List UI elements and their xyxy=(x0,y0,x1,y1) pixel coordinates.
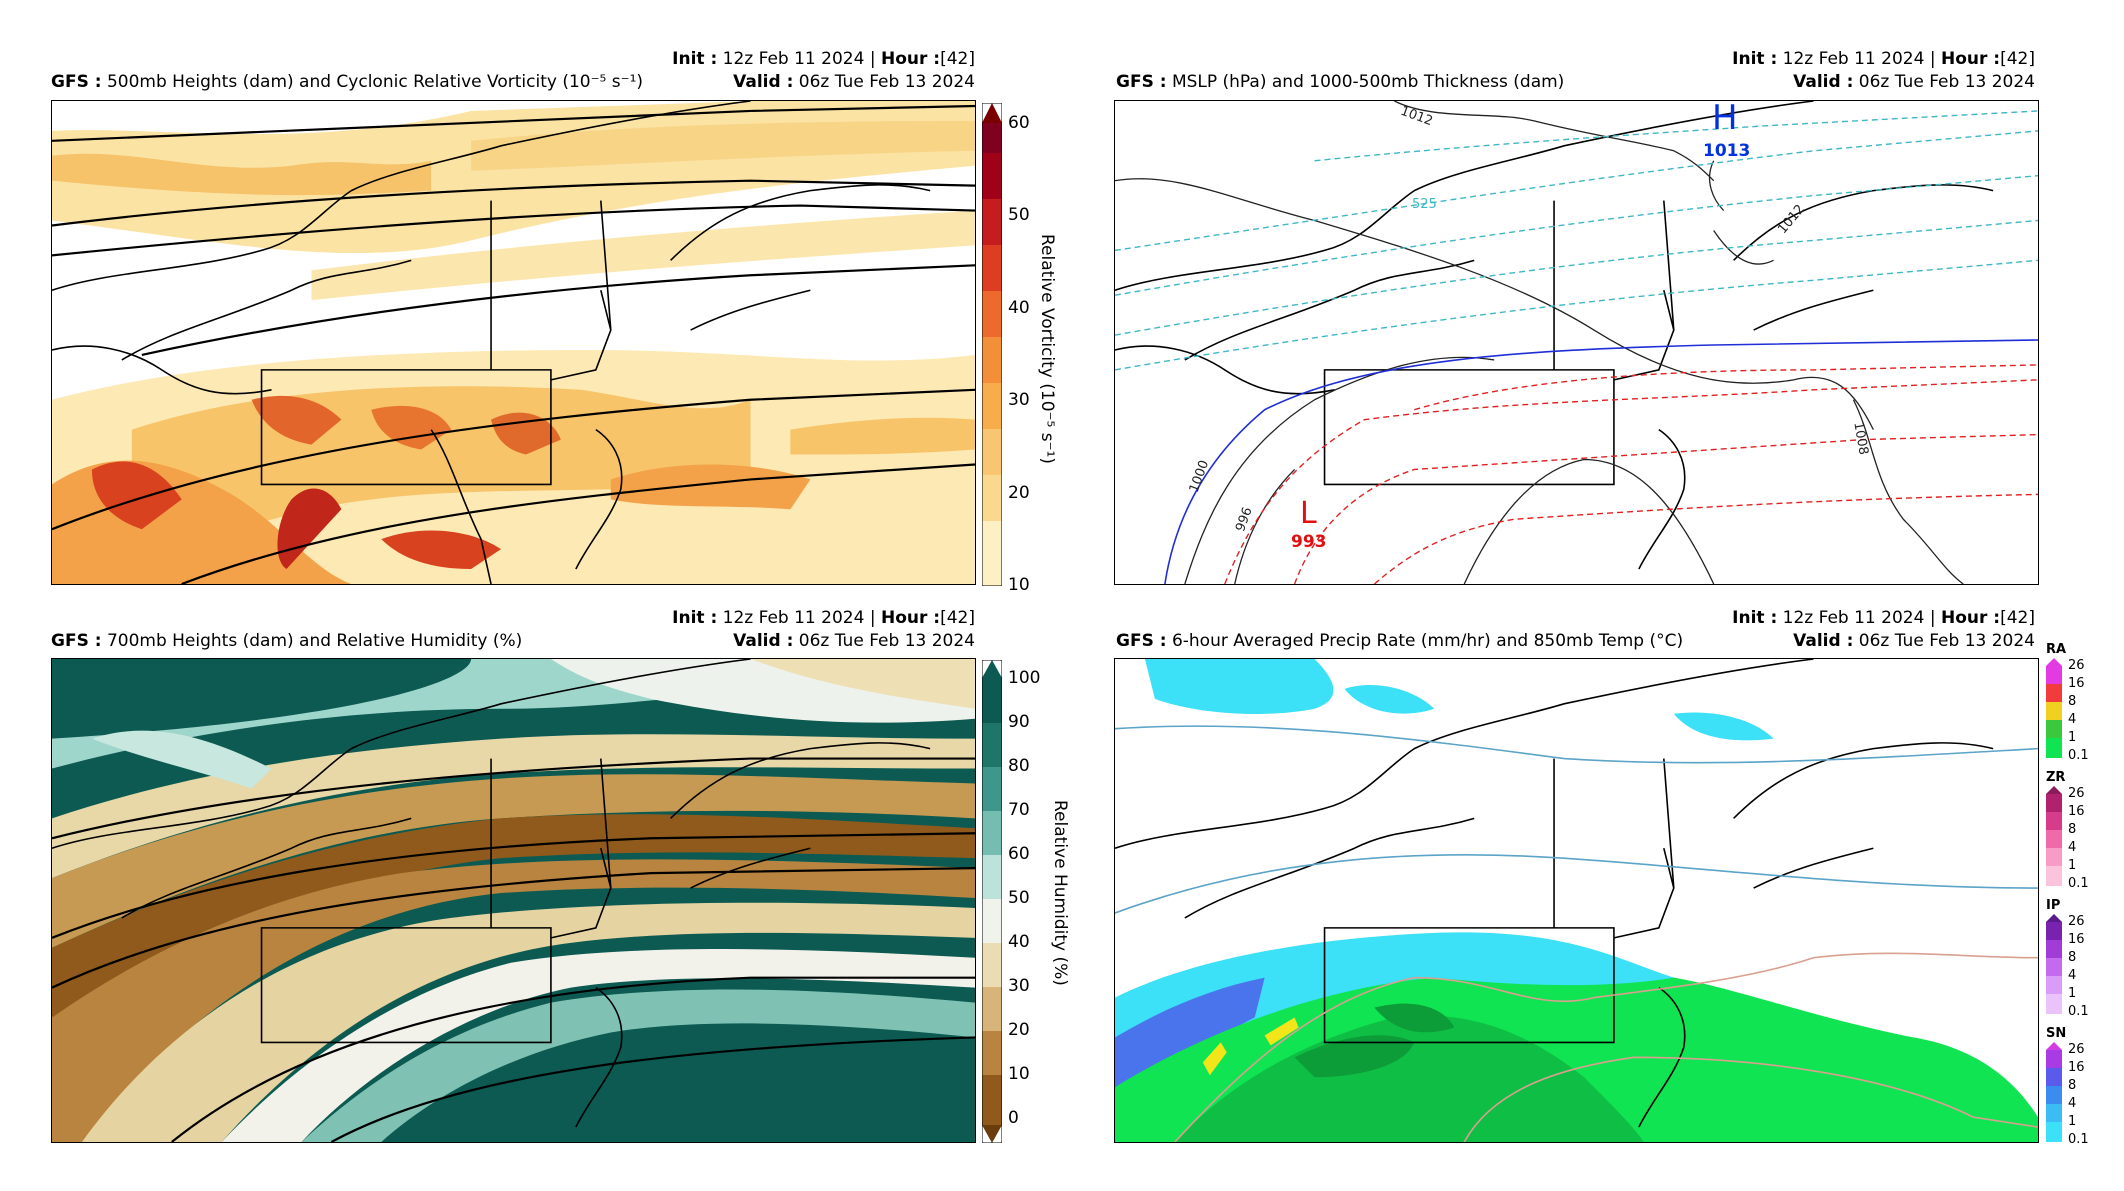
legend-ra-tick: 26 xyxy=(2068,658,2085,673)
p3-title: GFS : 700mb Heights (dam) and Relative H… xyxy=(51,631,523,651)
legend-ip-tick: 26 xyxy=(2068,914,2085,929)
p3-tick: 30 xyxy=(1008,976,1030,996)
legend-ra-tick: 16 xyxy=(2068,676,2085,691)
legend-zr-tick: 26 xyxy=(2068,786,2085,801)
map-precip-rate xyxy=(1114,658,2039,1143)
p2-high-symbol: H xyxy=(1712,98,1738,138)
map-mslp-thickness xyxy=(1114,100,2039,585)
p3-colorbar-label: Relative Humidity (%) xyxy=(1050,800,1070,986)
p3-tick: 70 xyxy=(1008,800,1030,820)
p4-title: GFS : 6-hour Averaged Precip Rate (mm/hr… xyxy=(1116,631,1684,651)
p4-init-line: Init : 12z Feb 11 2024 | Hour :[42] xyxy=(1732,608,2035,628)
legend-sn-tick: 8 xyxy=(2068,1078,2077,1093)
legend-sn-tick: 26 xyxy=(2068,1042,2085,1057)
legend-sn-tick: 1 xyxy=(2068,1114,2077,1129)
legend-zr-tick: 8 xyxy=(2068,822,2077,837)
legend-ip-bar xyxy=(2046,914,2062,1014)
p1-tick: 60 xyxy=(1008,113,1030,133)
p3-tick: 10 xyxy=(1008,1064,1030,1084)
p2-low-value: 993 xyxy=(1291,532,1327,552)
p2-low-symbol: L xyxy=(1300,496,1317,531)
p3-init-line: Init : 12z Feb 11 2024 | Hour :[42] xyxy=(672,608,975,628)
p3-tick: 0 xyxy=(1008,1108,1019,1128)
map-500mb-vorticity xyxy=(51,100,976,585)
legend-sn-tick: 0.1 xyxy=(2068,1132,2089,1147)
legend-zr-tick: 1 xyxy=(2068,858,2077,873)
legend-ra-tick: 0.1 xyxy=(2068,748,2089,763)
p3-tick: 80 xyxy=(1008,756,1030,776)
p3-tick: 20 xyxy=(1008,1020,1030,1040)
legend-ra-title: RA xyxy=(2046,642,2067,657)
p1-colorbar-label: Relative Vorticity (10⁻⁵ s⁻¹) xyxy=(1037,234,1057,464)
p2-title: GFS : MSLP (hPa) and 1000-500mb Thicknes… xyxy=(1116,72,1565,92)
p1-title: GFS : 500mb Heights (dam) and Cyclonic R… xyxy=(51,72,644,92)
legend-sn-bar xyxy=(2046,1042,2062,1142)
legend-ip-tick: 16 xyxy=(2068,932,2085,947)
p3-tick: 100 xyxy=(1008,668,1041,688)
legend-sn-tick: 16 xyxy=(2068,1060,2085,1075)
p1-tick: 20 xyxy=(1008,483,1030,503)
thickness-label: 525 xyxy=(1412,197,1437,212)
p2-valid-line: Valid : 06z Tue Feb 13 2024 xyxy=(1793,72,2035,92)
legend-ra-tick: 4 xyxy=(2068,712,2077,727)
legend-sn-title: SN xyxy=(2046,1026,2067,1041)
legend-zr-tick: 16 xyxy=(2068,804,2085,819)
p3-colorbar xyxy=(981,659,1003,1144)
p2-init-line: Init : 12z Feb 11 2024 | Hour :[42] xyxy=(1732,49,2035,69)
p3-tick: 50 xyxy=(1008,888,1030,908)
p4-valid-line: Valid : 06z Tue Feb 13 2024 xyxy=(1793,631,2035,651)
p3-tick: 60 xyxy=(1008,844,1030,864)
legend-ip-title: IP xyxy=(2046,898,2061,913)
legend-ip-tick: 0.1 xyxy=(2068,1004,2089,1019)
p1-colorbar xyxy=(981,102,1003,587)
map-700mb-rh xyxy=(51,658,976,1143)
p1-tick: 40 xyxy=(1008,298,1030,318)
p1-init-line: Init : 12z Feb 11 2024 | Hour :[42] xyxy=(672,49,975,69)
p3-valid-line: Valid : 06z Tue Feb 13 2024 xyxy=(733,631,975,651)
legend-ra-tick: 8 xyxy=(2068,694,2077,709)
p3-tick: 40 xyxy=(1008,932,1030,952)
legend-ip-tick: 4 xyxy=(2068,968,2077,983)
p1-valid-line: Valid : 06z Tue Feb 13 2024 xyxy=(733,72,975,92)
legend-ra-tick: 1 xyxy=(2068,730,2077,745)
legend-zr-bar xyxy=(2046,786,2062,886)
p1-tick: 10 xyxy=(1008,575,1030,595)
legend-ip-tick: 8 xyxy=(2068,950,2077,965)
legend-sn-tick: 4 xyxy=(2068,1096,2077,1111)
legend-zr-title: ZR xyxy=(2046,770,2066,785)
legend-zr-tick: 0.1 xyxy=(2068,876,2089,891)
p1-tick: 30 xyxy=(1008,390,1030,410)
p2-high-value: 1013 xyxy=(1703,141,1751,161)
p1-tick: 50 xyxy=(1008,205,1030,225)
legend-ra-bar xyxy=(2046,658,2062,758)
p3-tick: 90 xyxy=(1008,712,1030,732)
legend-zr-tick: 4 xyxy=(2068,840,2077,855)
legend-ip-tick: 1 xyxy=(2068,986,2077,1001)
